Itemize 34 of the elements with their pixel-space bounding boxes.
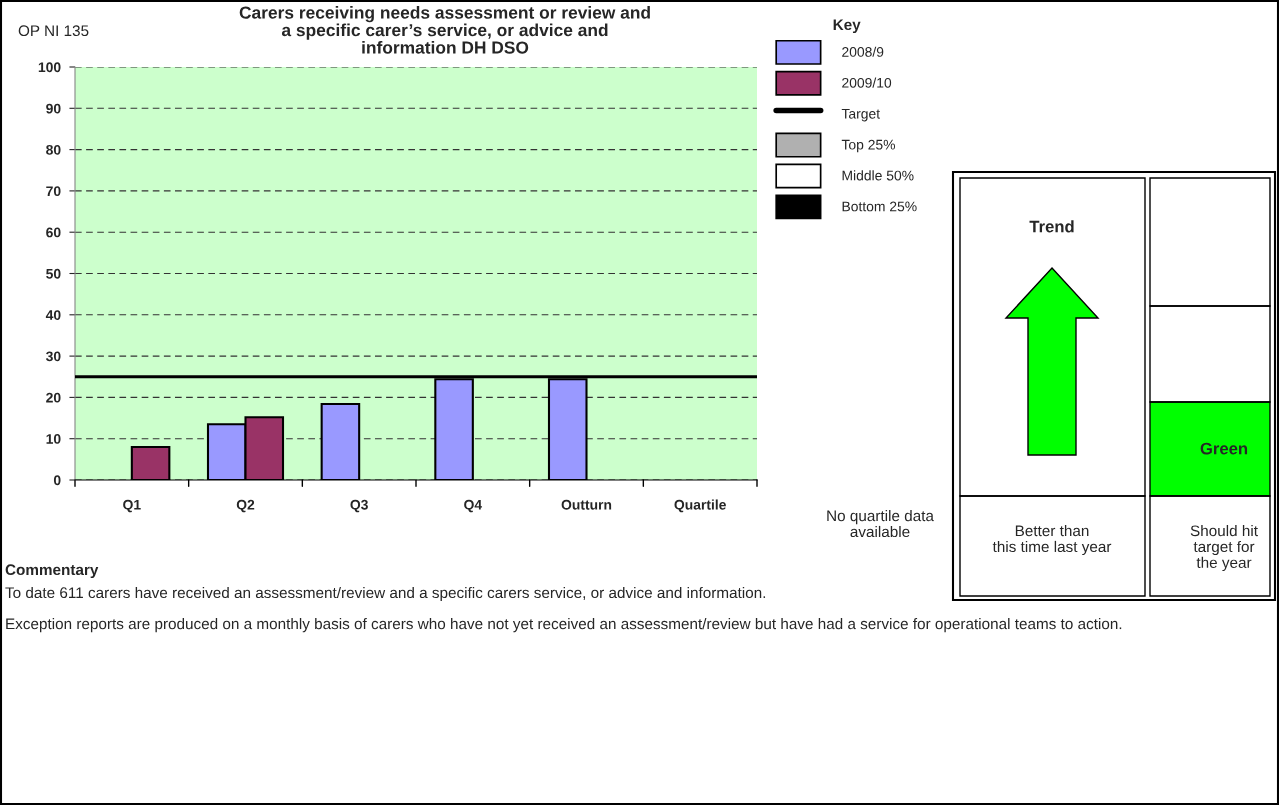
y-tick-label: 80 xyxy=(46,144,61,155)
y-tick-label: 70 xyxy=(46,186,61,197)
legend-label: 2008/9 xyxy=(842,46,884,57)
legend-title: Key xyxy=(833,19,861,34)
text: Green xyxy=(1200,442,1248,455)
y-tick-label: 30 xyxy=(45,351,61,362)
text: No quartile data available xyxy=(827,510,934,538)
chart-title: Carers receiving needs assessment or review and a specific carer’s service, or advice and information DH DSO xyxy=(239,6,650,54)
x-tick-label: Q3 xyxy=(350,499,368,513)
legend-label: 2009/10 xyxy=(842,77,892,88)
x-tick-label: Outturn xyxy=(561,499,612,510)
text: Trend xyxy=(1029,220,1074,233)
y-tick-label: 10 xyxy=(46,434,61,444)
x-tick-label: Quartile xyxy=(674,499,726,513)
legend-label: Middle 50% xyxy=(842,170,914,181)
text: Exception reports are produced on a monthly basis of carers who have not yet received an assessment/review but have had a service for operational teams to action. xyxy=(6,618,1122,633)
text: OP NI 135 xyxy=(18,25,89,37)
y-tick-label: 60 xyxy=(46,227,61,238)
x-tick-label: Q1 xyxy=(123,499,141,513)
y-tick-label: 40 xyxy=(45,310,61,320)
legend-label: Bottom 25% xyxy=(842,201,917,212)
text: Should hit target for the year xyxy=(1190,524,1258,572)
y-tick-label: 20 xyxy=(46,392,61,403)
y-tick-label: 100 xyxy=(38,62,61,73)
x-tick-label: Q4 xyxy=(464,499,483,513)
text: Better than this time last year xyxy=(992,524,1112,556)
y-tick-label: 0 xyxy=(53,475,61,486)
legend-label: Top 25% xyxy=(841,139,896,153)
text: Commentary xyxy=(5,564,99,579)
y-tick-label: 50 xyxy=(46,268,61,279)
text: To date 611 carers have received an assessment/review and a specific carers service, or advice and information. xyxy=(5,586,766,602)
x-tick-label: Q2 xyxy=(236,499,255,513)
y-tick-label: 90 xyxy=(46,103,61,114)
legend-label: Target xyxy=(841,108,880,122)
